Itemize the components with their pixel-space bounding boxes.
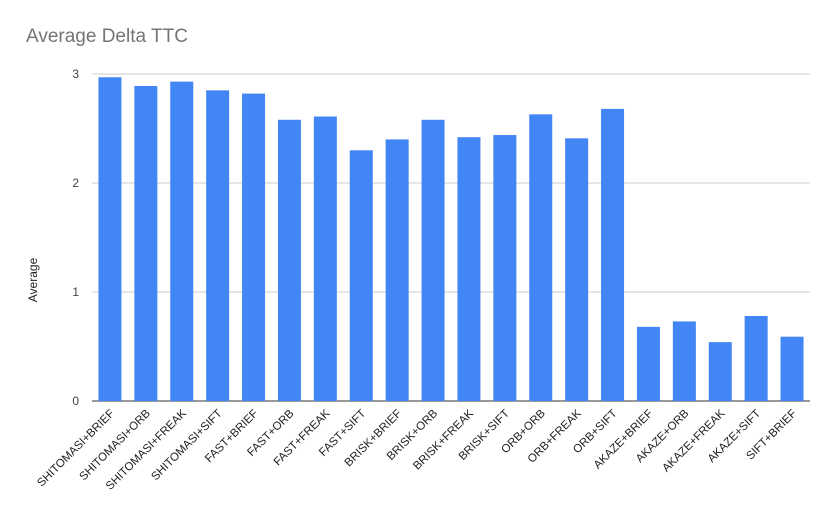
y-tick-label: 3: [72, 67, 79, 81]
bar: [457, 137, 481, 401]
gridlines: [92, 73, 810, 402]
bar: [98, 77, 122, 402]
bar: [421, 119, 445, 401]
bar: [277, 119, 301, 401]
bar: [708, 342, 732, 401]
y-tick-label: 1: [72, 285, 79, 299]
bar: [242, 93, 266, 402]
bar: [780, 336, 804, 401]
y-tick-label: 0: [72, 394, 79, 408]
bars: [98, 77, 804, 402]
bar: [744, 315, 768, 401]
bar: [529, 114, 553, 401]
y-axis-title: Average: [26, 257, 40, 302]
bar: [493, 135, 517, 402]
chart-title: Average Delta TTC: [26, 26, 188, 47]
bar: [170, 81, 194, 401]
y-tick-labels: 0 1 2 3: [72, 67, 79, 408]
x-tick-label: AKAZE+FREAK: [660, 407, 727, 474]
x-tick-labels: SHITOMASI+BRIEFSHITOMASI+ORBSHITOMASI+FR…: [35, 407, 799, 492]
bar: [349, 150, 373, 401]
bar: [206, 90, 230, 401]
bar: [672, 321, 696, 401]
bar: [134, 85, 158, 402]
y-tick-label: 2: [72, 176, 79, 190]
bar: [313, 116, 337, 401]
bar: [601, 108, 625, 401]
bar: [385, 139, 409, 401]
bar: [565, 138, 589, 401]
bar: [636, 326, 660, 401]
